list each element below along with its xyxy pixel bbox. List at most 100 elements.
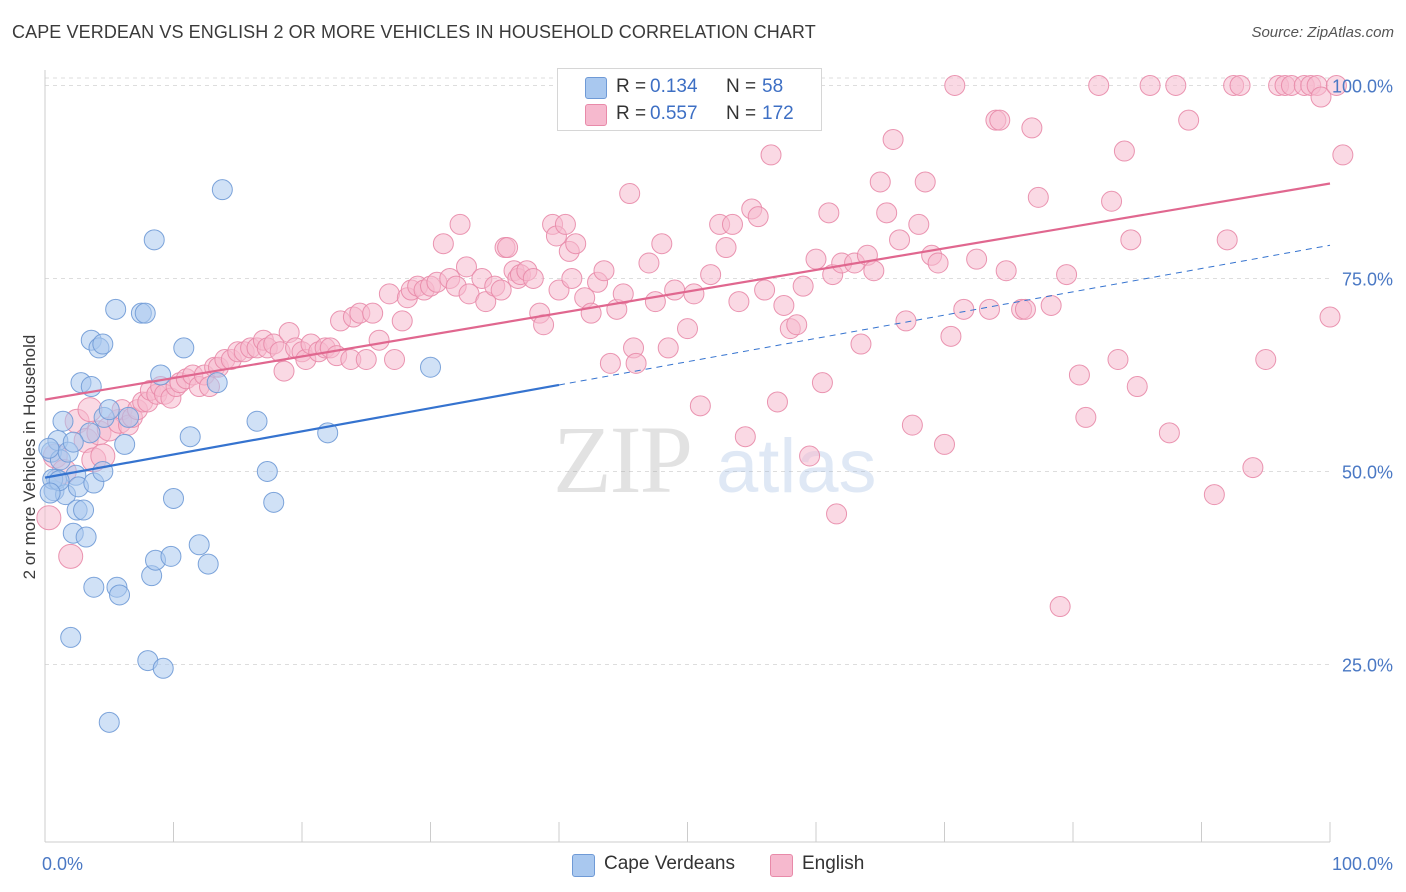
cape-verdean-point xyxy=(118,406,140,428)
cape-verdean-trend-dashed xyxy=(558,244,1331,386)
english-point xyxy=(805,248,827,270)
english-point xyxy=(593,260,615,282)
cape-verdean-point xyxy=(246,410,268,432)
english-point xyxy=(565,233,587,255)
english-point xyxy=(490,279,512,301)
english-point xyxy=(869,171,891,193)
english-point xyxy=(522,267,544,289)
source-credit: Source: ZipAtlas.com xyxy=(1251,24,1394,41)
english-point xyxy=(728,291,750,313)
english-point xyxy=(1107,349,1129,370)
english-point xyxy=(1325,74,1347,96)
english-point xyxy=(715,237,737,259)
english-point xyxy=(1229,74,1251,96)
english-point xyxy=(944,74,966,96)
english-point xyxy=(612,283,634,305)
english-point xyxy=(657,337,679,359)
english-point xyxy=(1113,140,1135,162)
cape-verdean-point xyxy=(105,298,127,320)
cape-verdean-point xyxy=(109,584,131,606)
english-point xyxy=(1319,306,1341,328)
english-point xyxy=(1242,457,1264,479)
cape-verdean-point xyxy=(83,576,105,598)
cape-verdean-point xyxy=(197,553,219,575)
cape-verdean-point xyxy=(188,534,210,556)
y-axis-label: 2 or more Vehicles in Household xyxy=(20,335,39,580)
legend-n-label: N = xyxy=(726,76,757,97)
english-point xyxy=(1255,349,1277,370)
y-tick-label: 75.0% xyxy=(1342,269,1393,289)
legend-swatch-pink xyxy=(585,104,607,126)
english-point xyxy=(876,202,898,224)
cape-verdean-point xyxy=(39,482,61,504)
english-trend xyxy=(44,182,1331,401)
english-point xyxy=(362,302,384,324)
english-point xyxy=(1332,144,1354,166)
bottom-legend-swatch-blue xyxy=(572,854,595,877)
english-point xyxy=(734,426,756,448)
cape-verdean-point xyxy=(60,626,82,648)
english-point xyxy=(826,503,848,525)
english-point xyxy=(850,333,872,355)
english-point xyxy=(1178,109,1200,131)
english-point xyxy=(792,275,814,297)
english-point xyxy=(773,294,795,316)
english-point xyxy=(953,298,975,320)
cape-verdean-point xyxy=(420,356,441,378)
cape-verdean-point xyxy=(179,426,201,448)
english-point xyxy=(1075,406,1097,428)
english-point xyxy=(599,352,621,374)
english-point xyxy=(58,543,84,569)
english-point xyxy=(895,310,917,332)
cape-verdean-point xyxy=(92,460,114,482)
english-point xyxy=(554,213,576,235)
english-point xyxy=(273,360,295,382)
legend-r-value: 0.134 xyxy=(650,76,698,97)
x-tick-label-min: 0.0% xyxy=(42,854,83,874)
y-tick-label: 100.0% xyxy=(1332,76,1393,96)
english-point xyxy=(1068,364,1090,386)
english-point xyxy=(619,183,641,205)
legend-r-label: R = xyxy=(616,103,647,124)
english-point xyxy=(811,372,833,394)
cape-verdean-point xyxy=(263,491,285,513)
legend-n-value: 172 xyxy=(762,103,794,124)
english-point xyxy=(700,264,722,286)
english-point xyxy=(475,291,497,313)
cape-verdean-point xyxy=(256,460,278,482)
english-point xyxy=(638,252,660,274)
cape-verdean-trend-solid xyxy=(44,383,560,479)
english-point xyxy=(644,291,666,313)
english-point xyxy=(799,445,821,467)
english-point xyxy=(914,171,936,193)
bottom-legend-label: Cape Verdeans xyxy=(604,853,735,874)
english-point xyxy=(747,206,769,228)
english-point xyxy=(1158,422,1180,444)
cape-verdean-points xyxy=(38,179,441,733)
legend-swatch-blue xyxy=(585,77,607,99)
cape-verdean-point xyxy=(173,337,195,359)
english-point xyxy=(683,283,705,305)
english-point xyxy=(940,325,962,347)
cape-verdean-point xyxy=(92,333,114,355)
cape-verdean-point xyxy=(98,399,120,421)
chart-title: CAPE VERDEAN VS ENGLISH 2 OR MORE VEHICL… xyxy=(12,22,816,42)
cape-verdean-point xyxy=(143,229,165,251)
english-points xyxy=(36,74,1354,618)
cape-verdean-point xyxy=(73,499,95,521)
english-point xyxy=(1139,74,1161,96)
cape-verdean-point xyxy=(62,431,84,453)
bottom-legend-swatch-pink xyxy=(770,854,793,877)
english-point xyxy=(908,213,930,235)
cape-verdean-point xyxy=(79,422,101,444)
cape-verdean-point xyxy=(98,711,120,733)
english-point xyxy=(36,505,62,531)
english-point xyxy=(432,233,454,255)
english-point xyxy=(978,298,1000,320)
english-point xyxy=(1120,229,1142,251)
cape-verdean-point xyxy=(38,437,60,459)
english-point xyxy=(1056,264,1078,286)
watermark: ZIP atlas xyxy=(553,406,877,513)
legend-n-value: 58 xyxy=(762,76,784,97)
